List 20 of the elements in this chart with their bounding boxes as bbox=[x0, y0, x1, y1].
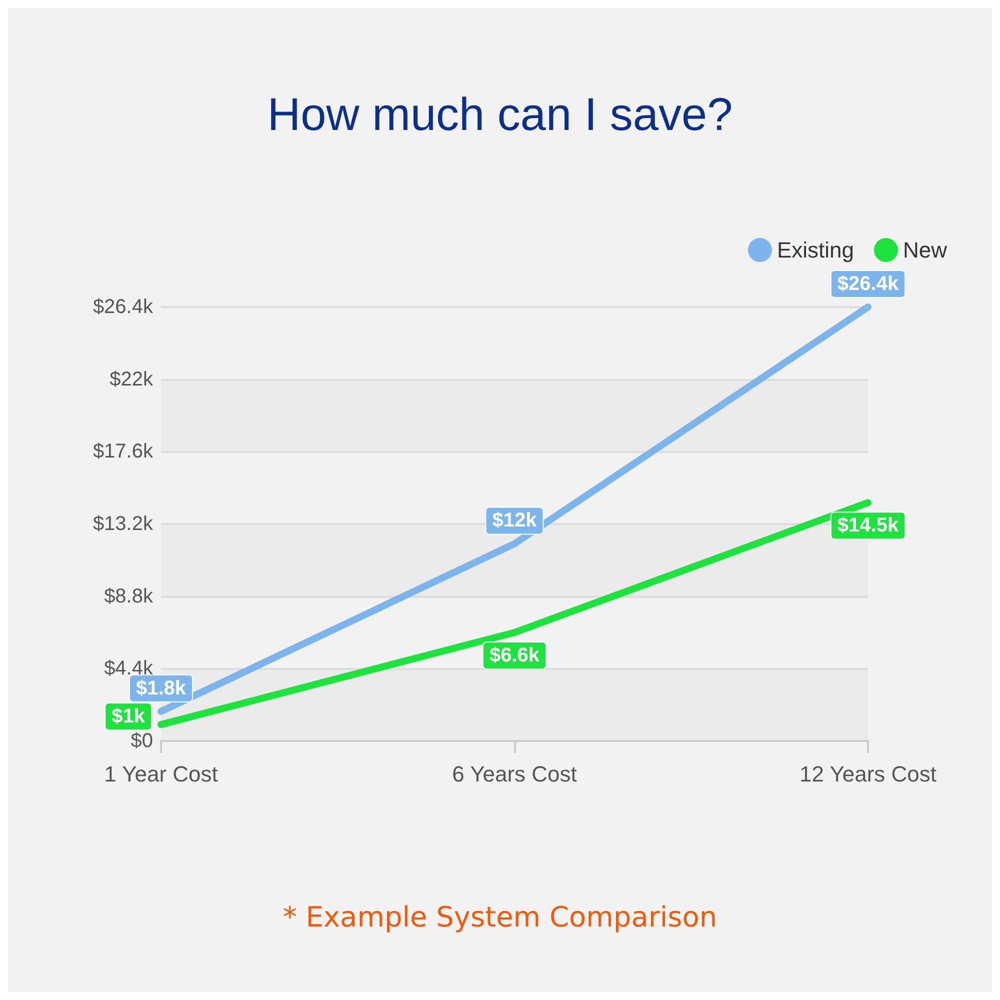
text: * Example System Comparison bbox=[282, 900, 718, 934]
legend-label: New bbox=[902, 238, 948, 262]
data-label: $1.8k bbox=[136, 677, 187, 700]
data-label: $1k bbox=[112, 706, 146, 728]
y-tick-label: $0 bbox=[130, 730, 153, 752]
data-label: $14.5k bbox=[837, 514, 900, 537]
y-tick-label: $4.4k bbox=[104, 658, 154, 680]
y-tick-label: $22k bbox=[110, 368, 154, 390]
x-tick-label: 12 Years Cost bbox=[800, 762, 936, 786]
y-tick-label: $13.2k bbox=[92, 513, 154, 535]
data-label: $12k bbox=[492, 510, 538, 532]
chart-title: How much can I save? bbox=[267, 88, 733, 140]
data-label: $6.6k bbox=[489, 644, 540, 666]
legend-label: Existing bbox=[776, 238, 854, 262]
x-tick-label: 6 Years Cost bbox=[452, 762, 577, 786]
y-tick-label: $26.4k bbox=[92, 296, 154, 318]
x-tick-label: 1 Year Cost bbox=[104, 762, 218, 786]
y-tick-label: $17.6k bbox=[92, 440, 154, 463]
data-label: $26.4k bbox=[837, 273, 900, 295]
y-tick-label: $8.8k bbox=[104, 585, 154, 608]
